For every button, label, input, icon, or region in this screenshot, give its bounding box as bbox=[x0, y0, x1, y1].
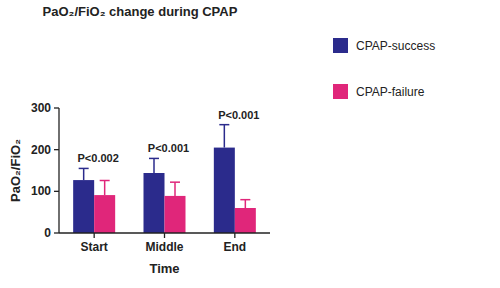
error-bar bbox=[149, 158, 159, 173]
x-tick-label: End bbox=[223, 240, 246, 254]
bar bbox=[214, 148, 235, 233]
legend-swatch bbox=[333, 38, 348, 53]
annotation: P<0.001 bbox=[218, 109, 259, 121]
error-cap bbox=[100, 180, 110, 182]
x-tick bbox=[164, 233, 165, 238]
error-line bbox=[83, 168, 85, 180]
y-tick bbox=[54, 232, 59, 233]
annotation: P<0.001 bbox=[148, 142, 189, 154]
legend-label: CPAP-success bbox=[356, 39, 435, 53]
bars bbox=[73, 125, 256, 233]
error-line bbox=[245, 200, 247, 208]
x-tick bbox=[94, 233, 95, 238]
x-tick-label: Start bbox=[80, 240, 107, 254]
bar bbox=[144, 173, 165, 233]
error-cap bbox=[149, 158, 159, 160]
title: PaO₂/FiO₂ change during CPAP bbox=[43, 4, 238, 19]
error-cap bbox=[240, 199, 250, 201]
error-bar bbox=[240, 200, 250, 208]
error-bar bbox=[219, 125, 229, 148]
y-axis bbox=[58, 108, 59, 233]
x-tick-label: Middle bbox=[146, 240, 184, 254]
y-tick-label: 100 bbox=[31, 184, 51, 198]
bar bbox=[73, 180, 94, 233]
y-tick-label: 0 bbox=[44, 226, 51, 240]
error-line bbox=[224, 125, 226, 148]
y-tick bbox=[54, 149, 59, 150]
chart: PaO₂/FiO₂ change during CPAP P<0.002 P<0.0… bbox=[0, 0, 500, 288]
annotation: P<0.002 bbox=[78, 152, 119, 164]
bar bbox=[94, 195, 115, 233]
error-line bbox=[104, 181, 106, 196]
error-cap bbox=[79, 168, 89, 170]
x-axis-label: Time bbox=[149, 261, 179, 276]
error-bar bbox=[100, 181, 110, 196]
x-tick bbox=[234, 233, 235, 238]
error-cap bbox=[170, 181, 180, 183]
bar bbox=[235, 208, 256, 233]
error-bar bbox=[79, 168, 89, 180]
y-axis-label: PaO₂/FiO₂ bbox=[8, 139, 23, 202]
y-tick bbox=[54, 191, 59, 192]
error-line bbox=[153, 158, 155, 173]
error-cap bbox=[219, 124, 229, 126]
y-tick-label: 300 bbox=[31, 101, 51, 115]
legend-swatch bbox=[333, 84, 348, 99]
error-bar bbox=[170, 182, 180, 196]
error-line bbox=[174, 182, 176, 196]
legend-label: CPAP-failure bbox=[356, 85, 425, 99]
y-tick-label: 200 bbox=[31, 143, 51, 157]
y-tick bbox=[54, 107, 59, 108]
bar bbox=[165, 196, 186, 233]
